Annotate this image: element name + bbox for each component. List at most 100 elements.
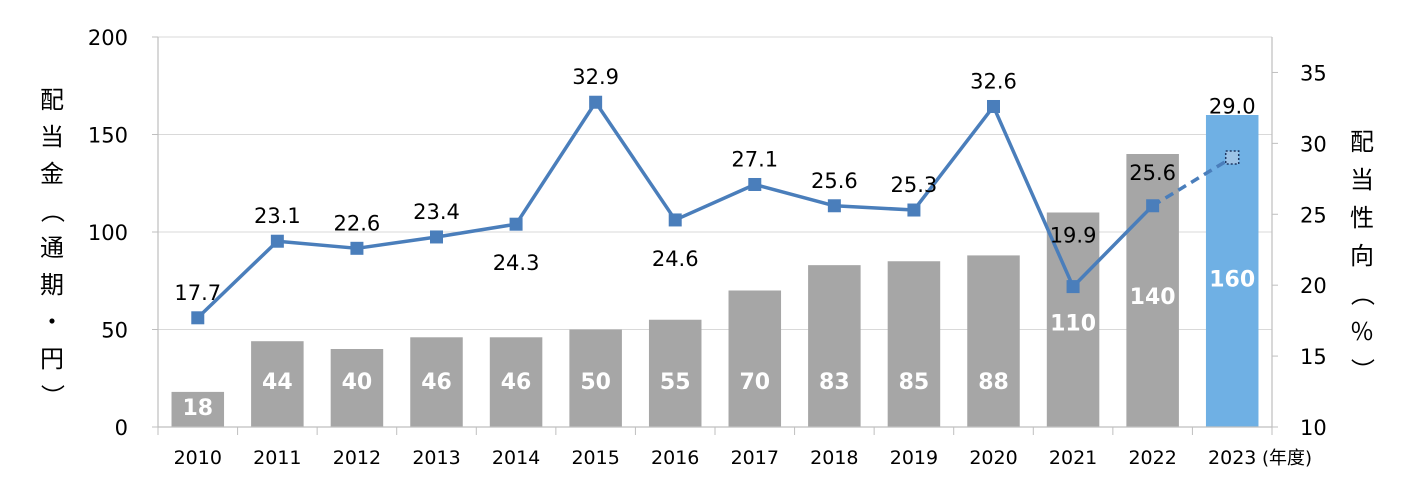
x-tick: 2022 <box>1128 447 1176 469</box>
y-axis-label-char: （ <box>38 199 66 223</box>
y-axis-label-char: 向 <box>1350 242 1374 270</box>
bar-value-label: 55 <box>660 370 691 395</box>
line-point <box>509 217 523 231</box>
y-tick-left: 50 <box>101 319 128 343</box>
bar-value-label: 18 <box>182 396 213 421</box>
bar <box>1205 115 1259 427</box>
bar <box>330 349 384 427</box>
data-labels: 18 44 40 46 46 50 55 70 83 85 88 110 140 160 17.7 23.1 2… <box>174 65 1255 421</box>
x-axis-unit-label: (年度) <box>1262 448 1312 469</box>
bar <box>728 290 782 427</box>
x-tick: 2012 <box>333 447 381 469</box>
line-point <box>668 213 682 227</box>
y-axis-label-char: 通 <box>40 234 64 262</box>
line-value-label: 32.6 <box>970 69 1017 93</box>
y-axis-label-char: 配 <box>40 86 64 114</box>
axes <box>152 36 1278 435</box>
y-tick-left: 150 <box>88 124 128 148</box>
line-point <box>748 177 762 191</box>
x-tick: 2016 <box>651 447 699 469</box>
y-tick-right: 35 <box>1300 61 1327 85</box>
bar <box>489 337 543 427</box>
line-point <box>430 230 443 244</box>
x-tick: 2021 <box>1049 447 1097 469</box>
bar <box>171 391 225 427</box>
bar <box>569 329 622 427</box>
x-tick: 2018 <box>810 447 858 469</box>
bar <box>887 261 941 427</box>
y-axis-label-char: 当 <box>40 123 64 151</box>
bar-value-label: 88 <box>978 370 1009 395</box>
line-point <box>987 99 1000 113</box>
bar-value-label: 160 <box>1209 268 1255 293</box>
line-point <box>827 199 841 213</box>
line-point <box>350 241 364 255</box>
line-value-label: 29.0 <box>1209 95 1256 119</box>
bar <box>967 255 1020 427</box>
line-value-label: 25.6 <box>1129 161 1176 185</box>
gridlines <box>158 36 1272 330</box>
bar-value-label: 83 <box>819 370 850 395</box>
y-axis-label-char: 配 <box>1350 128 1374 156</box>
bar-value-label: 70 <box>739 370 770 395</box>
bar <box>648 319 702 427</box>
line-value-label: 19.9 <box>1050 224 1097 248</box>
line-value-label: 32.9 <box>572 65 619 89</box>
bar-value-label: 40 <box>342 370 373 395</box>
y-axis-label-char: 当 <box>1350 166 1374 194</box>
line-value-label: 24.3 <box>493 251 540 275</box>
line-point <box>1146 199 1160 213</box>
line-value-label: 23.1 <box>254 204 301 228</box>
payout-ratio-series <box>191 95 1240 325</box>
line-point <box>907 203 921 217</box>
line-value-label: 27.1 <box>731 147 778 171</box>
bar-value-label: 110 <box>1050 311 1096 336</box>
bar <box>808 265 861 427</box>
y-tick-right: 25 <box>1300 203 1327 227</box>
line-point <box>589 95 603 109</box>
bar-value-label: 46 <box>501 370 532 395</box>
y-axis-label-char: ） <box>1348 358 1376 382</box>
line-value-label: 24.6 <box>652 247 699 271</box>
bar-value-label: 44 <box>262 370 293 395</box>
line-point <box>191 311 205 325</box>
bar-value-label: 50 <box>580 370 611 395</box>
line-point <box>270 234 284 248</box>
y-axis-label-char: ） <box>38 384 66 408</box>
x-tick: 2020 <box>969 447 1017 469</box>
y-tick-left: 0 <box>115 416 128 440</box>
bar-value-label: 140 <box>1130 285 1176 310</box>
line-value-label: 25.6 <box>811 169 858 193</box>
bar-value-label: 46 <box>421 370 452 395</box>
bar <box>251 341 304 427</box>
y-tick-right: 10 <box>1300 416 1327 440</box>
tick-labels: 0 50 100 150 200 10 15 20 25 30 35 2010 2011 2012 2013… <box>88 26 1327 469</box>
line-value-label: 22.6 <box>334 211 381 235</box>
x-tick: 2014 <box>492 447 540 469</box>
y-axis-label-char: 金 <box>40 160 64 188</box>
bar-series <box>171 115 1259 427</box>
line-value-label: 17.7 <box>174 281 221 305</box>
payout-line-forecast <box>1151 156 1234 208</box>
y-axis-label-char: 性 <box>1350 204 1374 232</box>
y-tick-right: 15 <box>1300 345 1327 369</box>
line-value-label: 25.3 <box>891 173 938 197</box>
y-tick-right: 30 <box>1300 132 1327 156</box>
y-tick-right: 20 <box>1300 274 1327 298</box>
y-axis-label-char: ・ <box>40 308 64 336</box>
y-axis-label-char: （ <box>1348 282 1376 306</box>
x-tick: 2011 <box>253 447 301 469</box>
line-point <box>1066 280 1080 294</box>
x-tick: 2015 <box>571 447 619 469</box>
y-axis-label-char: 円 <box>40 345 64 373</box>
line-value-label: 23.4 <box>413 200 460 224</box>
y-axis-label-char: 期 <box>40 271 64 299</box>
line-point-forecast <box>1224 150 1240 165</box>
bar <box>410 337 463 427</box>
x-tick: 2023 <box>1208 447 1256 469</box>
x-tick: 2017 <box>731 447 779 469</box>
y-axis-label-char: ％ <box>1350 318 1374 346</box>
y-tick-left: 200 <box>88 26 128 50</box>
